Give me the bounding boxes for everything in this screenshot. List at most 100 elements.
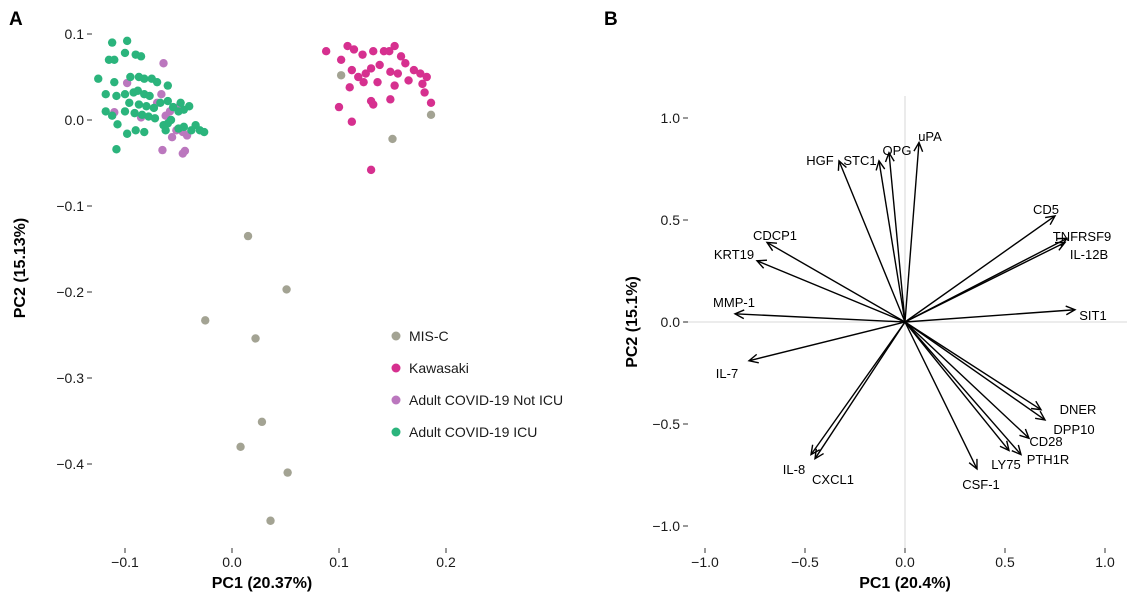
data-point-kawasaki bbox=[321, 47, 331, 56]
arrowhead-mmp-1 bbox=[733, 309, 745, 320]
data-point-kawasaki bbox=[420, 88, 429, 97]
vector-label-dpp10: DPP10 bbox=[1053, 422, 1094, 437]
data-point-kawasaki bbox=[369, 100, 378, 109]
data-point-mis-c bbox=[236, 442, 245, 451]
vector-label-tnfrsf9: TNFRSF9 bbox=[1053, 229, 1112, 244]
vector-label-dner: DNER bbox=[1060, 402, 1097, 417]
panel-a-x-tick-label: 0.0 bbox=[222, 554, 242, 570]
vector-label-il-8: IL-8 bbox=[783, 462, 805, 477]
data-point-kawasaki bbox=[390, 41, 399, 51]
vector-label-il-7: IL-7 bbox=[716, 366, 738, 381]
vector-label-hgf: HGF bbox=[806, 153, 834, 168]
data-point-adult-covid-19-icu bbox=[145, 91, 154, 101]
arrowhead-cxcl1 bbox=[814, 448, 824, 461]
legend-label-adult-covid-19-icu: Adult COVID-19 ICU bbox=[409, 424, 537, 440]
legend-label-adult-covid-19-not-icu: Adult COVID-19 Not ICU bbox=[409, 392, 563, 408]
data-point-kawasaki bbox=[393, 69, 403, 78]
data-point-adult-covid-19-icu bbox=[94, 74, 103, 83]
data-point-kawasaki bbox=[416, 69, 425, 78]
data-point-mis-c bbox=[388, 134, 397, 144]
loading-arrow-cxcl1 bbox=[814, 321, 906, 460]
panel-b-x-tick-label: 0.5 bbox=[995, 554, 1015, 570]
vector-label-cxcl1: CXCL1 bbox=[812, 472, 854, 487]
vector-label-sit1: SIT1 bbox=[1079, 308, 1106, 323]
data-point-adult-covid-19-icu bbox=[149, 103, 159, 113]
data-point-adult-covid-19-icu bbox=[144, 112, 153, 121]
panel-b-y-tick-label: 1.0 bbox=[661, 110, 681, 126]
vector-dner: DNER bbox=[904, 321, 1097, 417]
vector-label-upa: uPA bbox=[918, 129, 942, 144]
loading-arrow-hgf bbox=[838, 160, 906, 323]
data-point-kawasaki bbox=[390, 81, 399, 90]
data-point-adult-covid-19-icu bbox=[166, 115, 176, 125]
data-point-adult-covid-19-icu bbox=[142, 102, 151, 111]
data-point-adult-covid-19-icu bbox=[112, 91, 121, 101]
data-point-adult-covid-19-icu bbox=[120, 107, 130, 116]
data-point-kawasaki bbox=[358, 50, 367, 59]
vector-csf-1: CSF-1 bbox=[904, 321, 1000, 492]
legend-label-mis-c: MIS-C bbox=[409, 328, 449, 344]
data-point-mis-c bbox=[201, 316, 210, 325]
data-point-kawasaki bbox=[422, 72, 431, 82]
vector-opg: OPG bbox=[883, 143, 911, 323]
panel-b-y-tick-label: 0.5 bbox=[661, 212, 681, 228]
loading-arrow-dpp10 bbox=[904, 321, 1046, 421]
data-point-adult-covid-19-icu bbox=[120, 48, 130, 58]
loading-arrow-sit1 bbox=[904, 309, 1076, 323]
data-point-adult-covid-19-not-icu bbox=[158, 145, 167, 155]
data-point-adult-covid-19-not-icu bbox=[157, 90, 166, 99]
panel-b-x-tick-label: −1.0 bbox=[691, 554, 719, 570]
loading-arrow-ly75 bbox=[904, 321, 1010, 451]
vector-cdcp1: CDCP1 bbox=[753, 228, 906, 323]
data-point-adult-covid-19-icu bbox=[112, 145, 121, 154]
vector-label-csf-1: CSF-1 bbox=[962, 477, 1000, 492]
vector-cxcl1: CXCL1 bbox=[812, 321, 906, 487]
data-point-adult-covid-19-icu bbox=[120, 90, 130, 99]
vector-label-cd5: CD5 bbox=[1033, 202, 1059, 217]
series-adult-covid-19-icu bbox=[94, 36, 209, 154]
data-point-adult-covid-19-icu bbox=[104, 55, 114, 64]
data-point-mis-c bbox=[251, 334, 260, 343]
loading-arrow-cd28 bbox=[904, 321, 1030, 439]
data-point-kawasaki bbox=[347, 117, 357, 126]
vector-mmp-1: MMP-1 bbox=[713, 295, 906, 323]
data-point-adult-covid-19-icu bbox=[163, 96, 172, 106]
data-point-adult-covid-19-icu bbox=[125, 98, 134, 108]
loading-arrow-krt19 bbox=[756, 260, 906, 323]
panel-a-x-tick-label: 0.1 bbox=[329, 554, 349, 570]
data-point-kawasaki bbox=[386, 67, 395, 77]
panel-a-points bbox=[94, 36, 436, 525]
vector-label-ly75: LY75 bbox=[991, 457, 1020, 472]
legend-key-kawasaki bbox=[391, 363, 401, 373]
vector-label-pth1r: PTH1R bbox=[1027, 452, 1070, 467]
data-point-kawasaki bbox=[369, 47, 378, 56]
data-point-kawasaki bbox=[418, 79, 427, 89]
vector-sit1: SIT1 bbox=[904, 305, 1107, 323]
data-point-adult-covid-19-not-icu bbox=[178, 149, 187, 158]
loading-arrow-il-7 bbox=[748, 321, 906, 362]
panel-b-y-axis-title: PC2 (15.1%) bbox=[624, 276, 641, 368]
data-point-kawasaki bbox=[396, 52, 406, 61]
vector-hgf: HGF bbox=[806, 153, 906, 323]
data-point-kawasaki bbox=[361, 69, 370, 78]
data-point-adult-covid-19-icu bbox=[122, 36, 132, 46]
arrowhead-tnfrsf9 bbox=[1056, 237, 1069, 247]
panel-b-y-tick-label: 0.0 bbox=[661, 314, 681, 330]
loading-arrow-upa bbox=[904, 142, 920, 323]
loading-arrow-pth1r bbox=[904, 321, 1022, 456]
panel-b-x-tick-label: 1.0 bbox=[1095, 554, 1115, 570]
data-point-kawasaki bbox=[373, 77, 382, 87]
vector-stc1: STC1 bbox=[843, 153, 906, 323]
panel-b-x-axis-title: PC1 (20.4%) bbox=[859, 575, 951, 592]
series-mis-c bbox=[201, 71, 436, 525]
arrowhead-opg bbox=[884, 151, 895, 163]
vector-upa: uPA bbox=[904, 129, 942, 323]
data-point-adult-covid-19-icu bbox=[199, 127, 209, 137]
loading-arrow-cdcp1 bbox=[766, 241, 906, 323]
data-point-kawasaki bbox=[401, 59, 410, 68]
legend-label-kawasaki: Kawasaki bbox=[409, 360, 469, 376]
data-point-adult-covid-19-icu bbox=[122, 129, 132, 138]
loading-arrow-csf-1 bbox=[904, 321, 978, 470]
data-point-adult-covid-19-icu bbox=[101, 107, 110, 116]
data-point-adult-covid-19-icu bbox=[126, 72, 135, 82]
